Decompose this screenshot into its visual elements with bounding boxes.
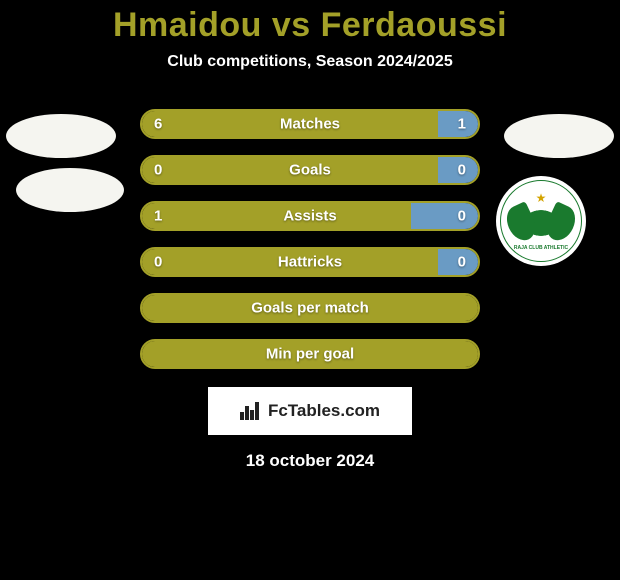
stat-bar-assists: Assists 1 0 (140, 201, 480, 231)
stat-label: Assists (283, 208, 336, 225)
stat-label: Hattricks (278, 254, 342, 271)
stat-label: Matches (280, 116, 340, 133)
watermark: FcTables.com (208, 387, 412, 435)
stats-bars: Matches61Goals00Assists10Hattricks00Goal… (140, 109, 480, 369)
stat-value-right: 0 (458, 208, 466, 225)
stat-bar-hattricks: Hattricks 0 0 (140, 247, 480, 277)
content: Hmaidou vs Ferdaoussi Club competitions,… (0, 0, 620, 580)
date-text: 18 october 2024 (246, 451, 375, 471)
stat-label: Goals (289, 162, 331, 179)
watermark-text: FcTables.com (268, 401, 380, 421)
stat-value-left: 1 (154, 208, 162, 225)
stat-value-left: 0 (154, 254, 162, 271)
stat-bar-min-per-goal: Min per goal (140, 339, 480, 369)
stat-label: Min per goal (266, 346, 354, 363)
stat-value-right: 1 (458, 116, 466, 133)
stat-value-left: 6 (154, 116, 162, 133)
stat-bar-goals: Goals 0 0 (140, 155, 480, 185)
watermark-chart-icon (240, 400, 262, 422)
subtitle: Club competitions, Season 2024/2025 (167, 53, 452, 71)
page-title: Hmaidou vs Ferdaoussi (113, 6, 507, 45)
stat-value-left: 0 (154, 162, 162, 179)
stat-bar-left-fill (142, 203, 411, 229)
stat-bar-matches: Matches 6 1 (140, 109, 480, 139)
stat-value-right: 0 (458, 254, 466, 271)
stat-bar-goals-per-match: Goals per match (140, 293, 480, 323)
stat-label: Goals per match (251, 300, 369, 317)
stat-bar-right-fill (411, 203, 478, 229)
stat-value-right: 0 (458, 162, 466, 179)
